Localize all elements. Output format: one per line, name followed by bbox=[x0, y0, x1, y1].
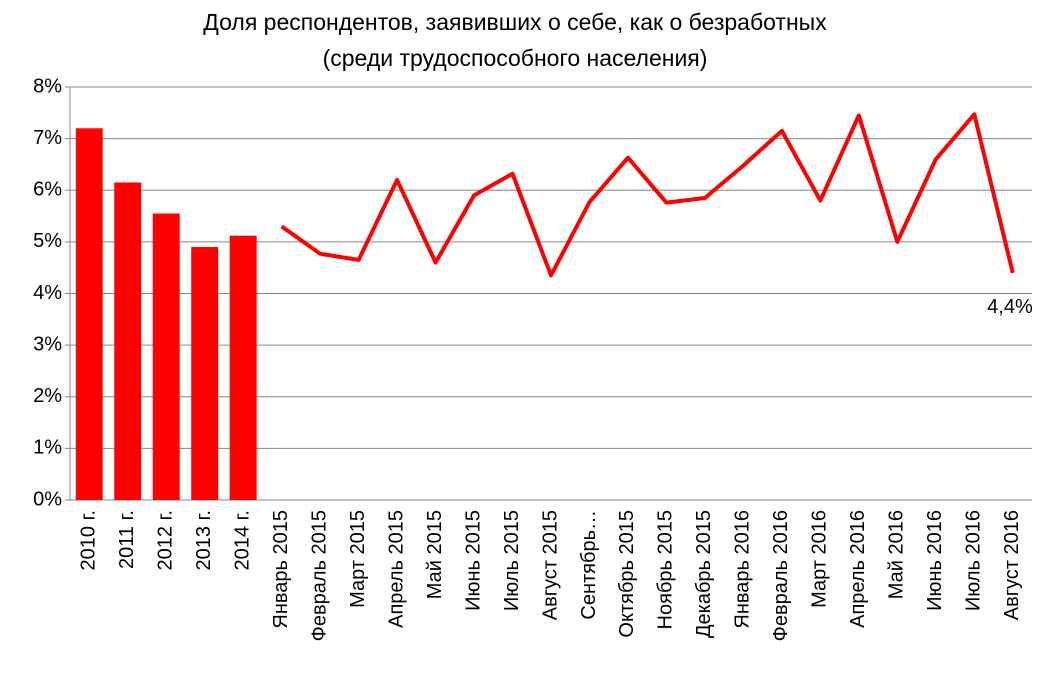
y-tick-label: 8% bbox=[33, 75, 62, 97]
bar bbox=[191, 247, 219, 500]
y-tick-label: 3% bbox=[33, 333, 62, 355]
bar bbox=[152, 213, 180, 500]
x-tick-label: 2011 г. bbox=[116, 510, 138, 569]
x-tick-label: Март 2016 bbox=[809, 510, 831, 608]
bar bbox=[229, 235, 257, 500]
x-tick-label: 2012 г. bbox=[154, 510, 176, 570]
x-tick-label: 2010 г. bbox=[78, 510, 100, 570]
x-tick-label: Июль 2015 bbox=[501, 510, 523, 611]
y-tick-label: 5% bbox=[33, 230, 62, 252]
x-tick-label: Декабрь 2015 bbox=[693, 510, 715, 638]
x-tick-label: Май 2015 bbox=[424, 510, 446, 599]
x-tick-label: Май 2016 bbox=[886, 510, 908, 599]
x-tick-label: Февраль 2016 bbox=[770, 510, 792, 641]
y-tick-label: 0% bbox=[33, 488, 62, 510]
x-tick-label: Август 2016 bbox=[1001, 510, 1023, 620]
x-tick-label: Январь 2015 bbox=[270, 510, 292, 629]
x-tick-label: Январь 2016 bbox=[732, 510, 754, 629]
x-tick-label: Июнь 2016 bbox=[924, 510, 946, 611]
y-tick-label: 7% bbox=[33, 127, 62, 149]
x-tick-label: Март 2015 bbox=[347, 510, 369, 608]
y-tick-label: 1% bbox=[33, 437, 62, 459]
chart-title: Доля респондентов, заявивших о себе, как… bbox=[203, 9, 827, 35]
line bbox=[280, 112, 1015, 278]
y-tick-label: 4% bbox=[33, 282, 62, 304]
x-tick-label: 2013 г. bbox=[193, 510, 215, 570]
x-tick-label: Ноябрь 2015 bbox=[655, 510, 677, 629]
bar bbox=[114, 182, 142, 500]
bar bbox=[75, 128, 103, 501]
x-tick-label: Сентябрь… bbox=[578, 510, 600, 620]
y-tick-label: 6% bbox=[33, 179, 62, 201]
x-tick-label: Октябрь 2015 bbox=[616, 510, 638, 638]
x-tick-label: Август 2015 bbox=[539, 510, 561, 620]
x-tick-label: 2014 г. bbox=[231, 510, 253, 570]
x-tick-label: Апрель 2016 bbox=[847, 510, 869, 628]
x-tick-label: Июль 2016 bbox=[963, 510, 985, 611]
chart-title: (среди трудоспособного населения) bbox=[323, 45, 708, 71]
data-label: 4,4% bbox=[987, 296, 1033, 318]
x-tick-label: Июнь 2015 bbox=[462, 510, 484, 611]
y-tick-label: 2% bbox=[33, 385, 62, 407]
x-tick-label: Апрель 2015 bbox=[385, 510, 407, 628]
x-tick-label: Февраль 2015 bbox=[308, 510, 330, 641]
